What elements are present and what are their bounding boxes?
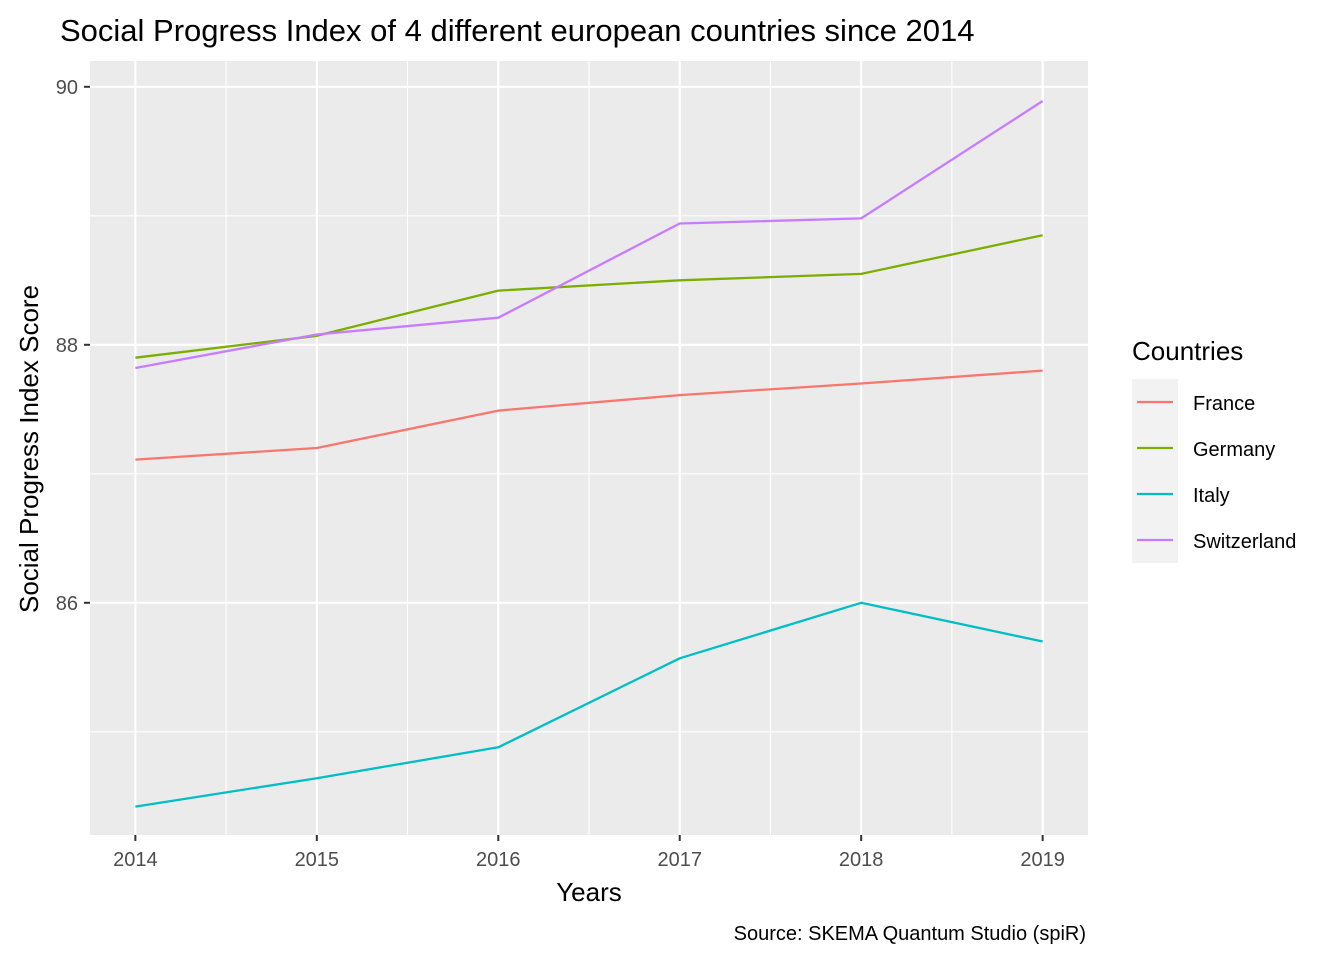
x-axis: 2014 2015 2016 2017 2018 2019: [113, 835, 1065, 871]
legend: Countries France Germany Italy Switzerland: [1132, 336, 1296, 563]
y-tick-label: 88: [56, 335, 78, 357]
x-tick-label: 2017: [657, 849, 702, 871]
x-axis-title: Years: [556, 877, 622, 907]
series-line-italy: [135, 601, 1043, 808]
legend-label-italy: Italy: [1193, 485, 1230, 507]
legend-label-switzerland: Switzerland: [1193, 531, 1296, 553]
series-line-france: [135, 369, 1043, 461]
chart-title: Social Progress Index of 4 different eur…: [60, 13, 975, 48]
series-line-switzerland: [135, 100, 1044, 370]
grid-minor: [90, 61, 1088, 835]
x-tick-label: 2019: [1020, 849, 1065, 871]
series-lines: [135, 100, 1044, 808]
legend-label-germany: Germany: [1193, 439, 1275, 461]
x-tick-label: 2015: [295, 849, 340, 871]
legend-key-background: [1132, 379, 1178, 563]
chart-caption: Source: SKEMA Quantum Studio (spiR): [734, 923, 1086, 945]
y-axis: 86 88 90: [56, 77, 90, 615]
y-tick-label: 86: [56, 593, 78, 615]
y-tick-label: 90: [56, 77, 78, 99]
y-axis-title: Social Progress Index Score: [14, 285, 44, 613]
x-tick-label: 2014: [113, 849, 158, 871]
legend-label-france: France: [1193, 393, 1255, 415]
x-tick-label: 2018: [839, 849, 884, 871]
x-tick-label: 2016: [476, 849, 521, 871]
legend-title: Countries: [1132, 336, 1243, 366]
